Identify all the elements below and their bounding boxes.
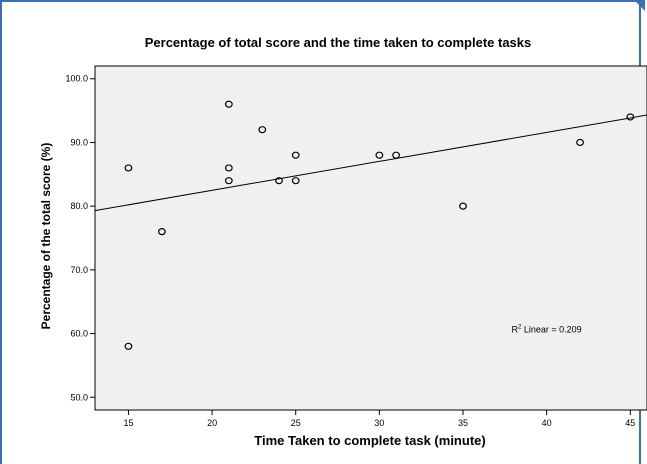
data-point — [392, 151, 400, 159]
data-point — [224, 177, 233, 185]
y-tick-label: 60.0 — [70, 329, 88, 339]
data-point — [291, 151, 300, 159]
y-axis-label: Percentage of the total score (%) — [39, 143, 53, 330]
r-squared-value: Linear = 0.209 — [521, 324, 581, 334]
x-tick-label: 25 — [291, 418, 301, 428]
data-point — [124, 164, 133, 172]
y-tick-label: 50.0 — [70, 392, 88, 402]
chart-title: Percentage of total score and the time t… — [145, 35, 532, 50]
data-point — [626, 113, 635, 121]
data-points — [124, 100, 635, 350]
data-point — [291, 177, 300, 185]
r-squared-superscript: 2 — [518, 324, 522, 330]
y-tick-label: 90.0 — [70, 137, 88, 147]
y-tick-label: 80.0 — [70, 201, 88, 211]
x-tick-label: 40 — [542, 418, 552, 428]
x-tick-label: 45 — [625, 418, 635, 428]
data-point — [576, 138, 584, 147]
data-point — [258, 126, 267, 134]
data-point — [375, 151, 384, 159]
r-squared-label: R — [512, 324, 519, 334]
x-tick-label: 35 — [458, 418, 468, 428]
data-point — [158, 228, 166, 236]
data-point — [459, 202, 467, 210]
linear-fit-line — [94, 114, 647, 212]
data-point — [224, 100, 233, 108]
data-point — [224, 164, 233, 172]
x-tick-label: 15 — [123, 418, 133, 428]
y-tick-label: 100.0 — [65, 74, 88, 84]
y-tick-label: 70.0 — [70, 265, 88, 275]
data-point — [275, 177, 283, 185]
data-point — [124, 342, 133, 350]
y-axis: 50.0 60.0 70.0 80.0 90.0 100.0 — [65, 74, 95, 402]
x-tick-label: 20 — [207, 418, 217, 428]
plot-area — [94, 65, 647, 411]
r-squared-annotation: R2 Linear = 0.209 — [512, 324, 582, 334]
x-axis: 15 20 25 30 35 40 45 — [123, 410, 635, 428]
chart-frame-corner — [634, 0, 645, 11]
x-tick-label: 30 — [374, 418, 384, 428]
x-axis-label: Time Taken to complete task (minute) — [254, 433, 485, 448]
